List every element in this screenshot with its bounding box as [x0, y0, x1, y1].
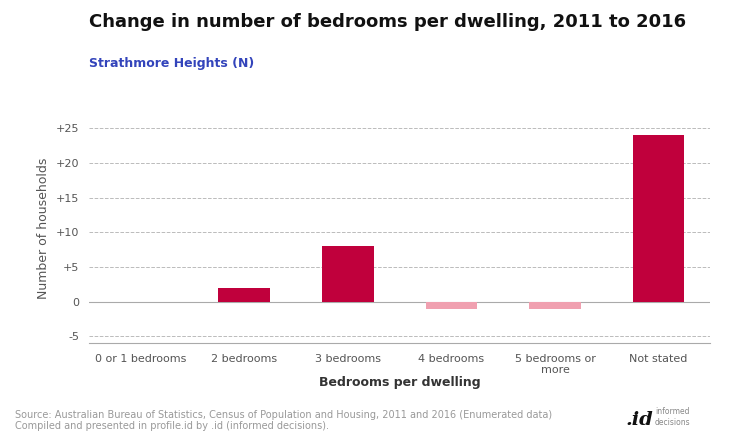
Bar: [633, 135, 684, 301]
Text: informed
decisions: informed decisions: [655, 407, 690, 427]
Bar: [322, 246, 374, 301]
Text: Bedrooms per dwelling: Bedrooms per dwelling: [319, 376, 480, 389]
Text: Strathmore Heights (N): Strathmore Heights (N): [89, 57, 254, 70]
Bar: [529, 301, 581, 308]
Text: Change in number of bedrooms per dwelling, 2011 to 2016: Change in number of bedrooms per dwellin…: [89, 13, 686, 31]
Bar: [218, 288, 270, 301]
Bar: [425, 301, 477, 308]
Text: Source: Australian Bureau of Statistics, Census of Population and Housing, 2011 : Source: Australian Bureau of Statistics,…: [15, 410, 552, 431]
Text: .id: .id: [625, 411, 653, 429]
Y-axis label: Number of households: Number of households: [37, 158, 50, 300]
